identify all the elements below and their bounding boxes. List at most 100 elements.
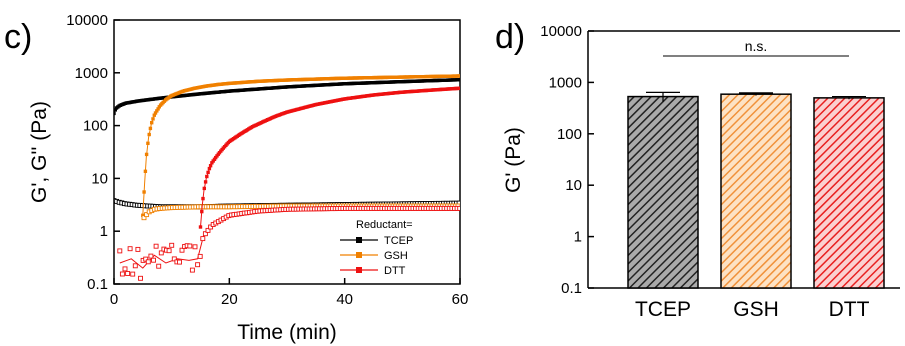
panel-c-x-tick-label: 0: [110, 291, 118, 308]
panel-c-y-tick-label: 10: [91, 170, 108, 187]
legend-marker: [356, 252, 362, 258]
category-label: GSH: [733, 298, 779, 321]
data-point: [144, 212, 150, 218]
panel-d-annotation: n.s.: [663, 38, 849, 57]
panel-d: d) 0.1 1 10 100 1000 10000 G' (Pa) TCEP GSH DTT…: [495, 18, 900, 321]
category-label: TCEP: [635, 298, 691, 321]
panel-c-x-tick-label: 20: [221, 291, 238, 308]
category-label: DTT: [829, 298, 870, 321]
data-point: [138, 275, 143, 281]
data-point: [195, 262, 201, 268]
series-gsh-loss: [141, 203, 460, 221]
data-point: [179, 247, 185, 253]
data-point: [117, 248, 123, 254]
data-point: [189, 267, 195, 273]
panel-c: c) 0.1 1 10 100 1000 10000 0 20 40 60 G', G'' (P…: [4, 12, 468, 344]
data-point: [146, 141, 150, 145]
data-point: [187, 243, 193, 249]
panel-d-y-tick-label: 1000: [549, 74, 582, 91]
data-point: [152, 113, 156, 117]
legend-label: TCEP: [384, 235, 413, 247]
data-point: [198, 225, 203, 229]
panel-c-y-tick-label: 100: [83, 118, 108, 135]
panel-c-label: c): [4, 18, 32, 56]
panel-c-y-tick-label: 1: [100, 223, 108, 240]
data-point: [114, 108, 117, 112]
panel-c-legend: Reductant= TCEP GSH DTT: [340, 219, 413, 277]
data-point: [142, 190, 146, 194]
data-point: [212, 157, 217, 161]
legend-label: DTT: [384, 265, 406, 277]
panel-d-y-tick-label: 0.1: [561, 280, 582, 297]
panel-c-y-axis-label: G', G'' (Pa): [28, 101, 51, 203]
data-point: [207, 166, 212, 171]
legend-title: Reductant=: [356, 219, 413, 231]
panel-c-y-tick-label: 10000: [66, 12, 108, 29]
panel-d-y-tick-label: 100: [557, 126, 582, 143]
panel-c-y-ticks: 0.1 1 10 100 1000 10000: [66, 12, 120, 293]
bar-dtt: DTT: [813, 95, 885, 321]
data-point: [458, 74, 460, 78]
data-point: [205, 174, 209, 179]
significance-label: n.s.: [745, 38, 768, 54]
panel-d-y-tick-label: 1: [574, 229, 582, 246]
data-point: [119, 271, 125, 277]
panel-d-y-tick-label: 10: [565, 177, 582, 194]
data-point: [153, 111, 158, 115]
panel-d-label: d): [495, 18, 525, 56]
data-point: [171, 256, 177, 262]
bar-gsh: GSH: [720, 92, 792, 321]
data-point: [208, 224, 214, 230]
bar-rect: [627, 95, 699, 289]
panel-d-y-axis-label: G' (Pa): [502, 127, 525, 193]
panel-c-y-tick-label: 1000: [75, 65, 108, 82]
data-point: [457, 205, 460, 211]
data-point: [145, 259, 151, 265]
legend-entry-gsh: GSH: [340, 250, 408, 262]
data-point: [208, 164, 213, 168]
bar-rect: [813, 97, 885, 289]
data-point: [205, 227, 211, 233]
data-point: [200, 209, 204, 214]
legend-entry-dtt: DTT: [340, 265, 406, 277]
data-point: [122, 266, 128, 272]
panel-c-series: [114, 74, 460, 281]
bar-rect: [720, 93, 792, 289]
legend-entry-tcep: TCEP: [340, 235, 413, 247]
data-point: [125, 271, 131, 276]
data-point: [155, 109, 159, 113]
panel-d-bars: TCEP GSH DTT: [627, 91, 885, 321]
data-point: [156, 107, 160, 111]
data-point: [151, 257, 156, 263]
data-point: [141, 215, 147, 221]
data-point: [148, 253, 154, 259]
data-point: [200, 236, 206, 242]
panel-c-x-tick-label: 40: [336, 291, 353, 308]
legend-marker: [356, 237, 362, 243]
data-point: [177, 259, 182, 265]
data-point: [201, 196, 205, 201]
data-point: [144, 152, 149, 157]
data-point: [158, 250, 164, 256]
data-point: [192, 244, 198, 250]
panel-c-y-tick-label: 0.1: [87, 276, 108, 293]
data-point: [203, 180, 208, 184]
legend-label: GSH: [384, 250, 408, 262]
data-point: [166, 248, 172, 254]
data-point: [202, 186, 206, 191]
series-dtt-storage: [198, 86, 460, 229]
data-point: [130, 271, 136, 277]
data-point: [202, 231, 208, 237]
data-point: [457, 86, 460, 90]
data-point: [151, 117, 155, 121]
data-point: [127, 246, 133, 252]
data-point: [169, 242, 175, 248]
panel-d-y-ticks: 0.1 1 10 100 1000 10000: [540, 23, 594, 297]
data-point: [210, 161, 214, 165]
data-point: [114, 111, 116, 116]
series-line: [142, 75, 460, 216]
series-gsh-storage: [141, 74, 460, 217]
data-point: [147, 132, 151, 137]
panel-c-x-ticks: 0 20 40 60: [110, 278, 468, 308]
